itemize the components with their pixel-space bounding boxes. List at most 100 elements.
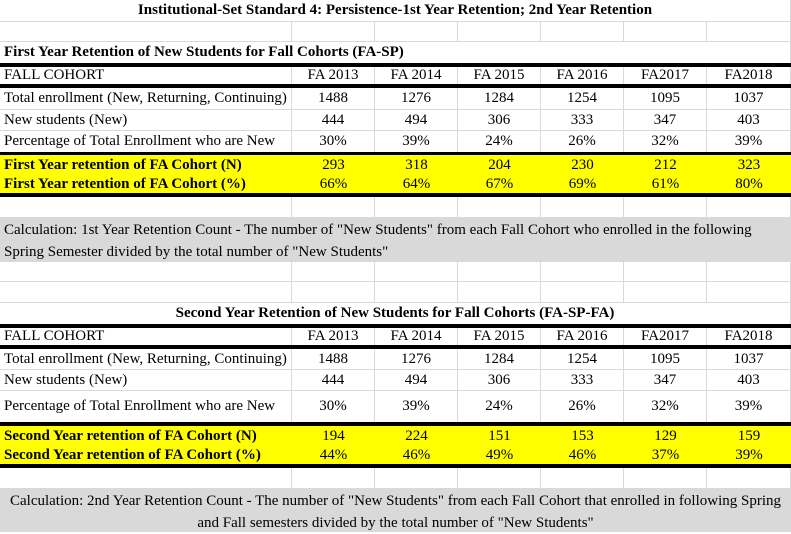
row-value: 333 (541, 110, 624, 131)
empty-cell[interactable] (458, 22, 541, 42)
highlight-value: 212 (624, 155, 707, 175)
row-value: 1284 (458, 88, 541, 110)
empty-cell[interactable] (458, 468, 541, 489)
empty-cell[interactable] (707, 282, 791, 303)
highlight-value: 66% (292, 175, 375, 193)
section1-header-row: FALL COHORT FA 2013 FA 2014 FA 2015 FA 2… (0, 63, 791, 88)
calculation-note: Calculation: 1st Year Retention Count - … (0, 218, 791, 262)
empty-cell[interactable] (707, 468, 791, 489)
empty-cell[interactable] (0, 468, 292, 489)
highlight-label: Second Year retention of FA Cohort (N) (0, 426, 292, 446)
highlight-value: 61% (624, 175, 707, 193)
row-value: 32% (624, 391, 707, 422)
table-row: New students (New) 444 494 306 333 347 4… (0, 370, 791, 391)
row-value: 494 (375, 370, 458, 391)
table-row: New students (New) 444 494 306 333 347 4… (0, 110, 791, 131)
header-cohort: FA2018 (707, 67, 791, 84)
empty-cell[interactable] (375, 22, 458, 42)
highlight-value: 230 (541, 155, 624, 175)
empty-cell[interactable] (707, 262, 791, 282)
empty-cell[interactable] (375, 197, 458, 218)
section2-heading: Second Year Retention of New Students fo… (0, 303, 791, 324)
highlight-value: 129 (624, 426, 707, 446)
section1-highlight-block: First Year retention of FA Cohort (N) 29… (0, 152, 791, 197)
table-row: Percentage of Total Enrollment who are N… (0, 131, 791, 152)
empty-cell[interactable] (541, 282, 624, 303)
header-cohort: FA 2013 (292, 328, 375, 345)
row-value: 39% (707, 391, 791, 422)
header-cohort: FA 2016 (541, 328, 624, 345)
row-label: Total enrollment (New, Returning, Contin… (0, 349, 292, 370)
empty-cell[interactable] (292, 262, 375, 282)
section2-calculation: Calculation: 2nd Year Retention Count - … (0, 489, 791, 532)
highlight-value: 293 (292, 155, 375, 175)
highlight-value: 224 (375, 426, 458, 446)
header-label: FALL COHORT (0, 67, 292, 84)
highlight-value: 46% (375, 446, 458, 464)
row-value: 1276 (375, 88, 458, 110)
empty-cell[interactable] (624, 468, 707, 489)
row-label: New students (New) (0, 370, 292, 391)
empty-cell[interactable] (0, 22, 292, 42)
section2-highlight-block: Second Year retention of FA Cohort (N) 1… (0, 422, 791, 468)
empty-cell[interactable] (375, 262, 458, 282)
empty-cell[interactable] (0, 262, 292, 282)
empty-cell[interactable] (541, 262, 624, 282)
row-label: Percentage of Total Enrollment who are N… (0, 131, 292, 152)
row-value: 306 (458, 370, 541, 391)
empty-cell[interactable] (624, 262, 707, 282)
calculation-line: Calculation: 2nd Year Retention Count - … (9, 493, 782, 509)
row-value: 24% (458, 391, 541, 422)
highlight-row: Second Year retention of FA Cohort (%) 4… (0, 446, 791, 464)
empty-cell[interactable] (458, 282, 541, 303)
highlight-value: 153 (541, 426, 624, 446)
empty-cell[interactable] (292, 197, 375, 218)
row-value: 1254 (541, 88, 624, 110)
empty-cell[interactable] (624, 282, 707, 303)
section1-heading: First Year Retention of New Students for… (0, 42, 791, 63)
row-label: New students (New) (0, 110, 292, 131)
empty-cell[interactable] (375, 282, 458, 303)
page-title: Institutional-Set Standard 4: Persistenc… (0, 0, 791, 22)
empty-cell[interactable] (541, 197, 624, 218)
empty-row (0, 282, 791, 303)
row-value: 1284 (458, 349, 541, 370)
empty-cell[interactable] (0, 282, 292, 303)
section2-header-row: FALL COHORT FA 2013 FA 2014 FA 2015 FA 2… (0, 324, 791, 349)
highlight-value: 44% (292, 446, 375, 464)
empty-cell[interactable] (458, 197, 541, 218)
row-value: 1095 (624, 349, 707, 370)
empty-cell[interactable] (624, 22, 707, 42)
empty-cell[interactable] (707, 22, 791, 42)
header-label: FALL COHORT (0, 328, 292, 345)
row-value: 30% (292, 131, 375, 152)
empty-cell[interactable] (292, 22, 375, 42)
highlight-value: 318 (375, 155, 458, 175)
empty-cell[interactable] (541, 468, 624, 489)
row-value: 347 (624, 110, 707, 131)
empty-cell[interactable] (292, 282, 375, 303)
table-row: Total enrollment (New, Returning, Contin… (0, 88, 791, 110)
row-value: 444 (292, 370, 375, 391)
calculation-line: Spring Semester divided by the total num… (4, 244, 389, 260)
empty-cell[interactable] (624, 197, 707, 218)
highlight-value: 37% (624, 446, 707, 464)
calculation-line: and Fall semesters divided by the total … (197, 515, 594, 531)
table-row: Total enrollment (New, Returning, Contin… (0, 349, 791, 370)
row-value: 1095 (624, 88, 707, 110)
empty-cell[interactable] (0, 197, 292, 218)
header-cohort: FA2018 (707, 328, 791, 345)
header-cohort: FA 2015 (458, 67, 541, 84)
calculation-note: Calculation: 2nd Year Retention Count - … (0, 489, 791, 532)
empty-cell[interactable] (458, 262, 541, 282)
table-row: Percentage of Total Enrollment who are N… (0, 391, 791, 422)
empty-cell[interactable] (375, 468, 458, 489)
row-value: 32% (624, 131, 707, 152)
header-cohort: FA2017 (624, 67, 707, 84)
highlight-row: First Year retention of FA Cohort (%) 66… (0, 175, 791, 193)
empty-cell[interactable] (541, 22, 624, 42)
header-cohort: FA2017 (624, 328, 707, 345)
empty-cell[interactable] (292, 468, 375, 489)
empty-cell[interactable] (707, 197, 791, 218)
row-value: 403 (707, 110, 791, 131)
